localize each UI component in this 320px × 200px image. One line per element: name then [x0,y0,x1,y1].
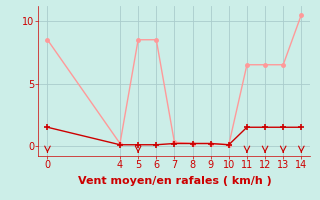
X-axis label: Vent moyen/en rafales ( km/h ): Vent moyen/en rafales ( km/h ) [77,176,271,186]
